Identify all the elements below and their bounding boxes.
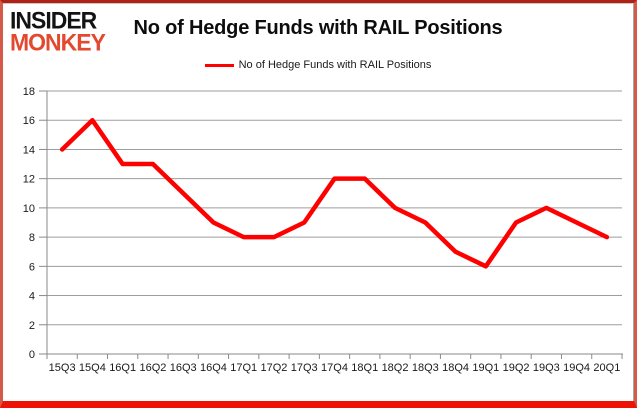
x-tick-label: 18Q1 <box>351 362 378 374</box>
y-tick-label: 6 <box>29 261 35 273</box>
y-tick-label: 4 <box>29 291 35 303</box>
x-tick-label: 16Q4 <box>200 362 227 374</box>
chart-title: No of Hedge Funds with RAIL Positions <box>133 17 503 39</box>
y-tick-label: 10 <box>23 203 35 215</box>
y-tick-label: 0 <box>29 349 35 361</box>
x-tick-label: 16Q3 <box>170 362 197 374</box>
x-tick-label: 17Q1 <box>230 362 257 374</box>
x-tick-label: 19Q1 <box>472 362 499 374</box>
legend-line-swatch <box>204 63 234 67</box>
x-tick-label: 17Q2 <box>261 362 288 374</box>
y-tick-label: 18 <box>23 86 35 98</box>
y-tick-label: 8 <box>29 232 35 244</box>
logo-line-monkey: MONKEY <box>10 28 106 56</box>
x-tick-label: 18Q4 <box>442 362 469 374</box>
chart-legend: No of Hedge Funds with RAIL Positions <box>3 59 633 71</box>
x-tick-label: 20Q1 <box>593 362 620 374</box>
legend-label: No of Hedge Funds with RAIL Positions <box>238 59 432 71</box>
x-tick-label: 19Q2 <box>503 362 530 374</box>
insider-monkey-logo: INSIDER MONKEY <box>10 6 106 56</box>
x-tick-label: 16Q1 <box>109 362 136 374</box>
x-tick-label: 17Q4 <box>321 362 348 374</box>
x-tick-label: 17Q3 <box>291 362 318 374</box>
x-tick-label: 19Q4 <box>563 362 590 374</box>
y-tick-label: 16 <box>23 115 35 127</box>
y-tick-label: 12 <box>23 174 35 186</box>
x-tick-label: 18Q3 <box>412 362 439 374</box>
series-line <box>59 117 610 269</box>
x-tick-label: 15Q3 <box>49 362 76 374</box>
chart-surface: INSIDER MONKEY No of Hedge Funds with RA… <box>3 3 634 401</box>
logo-line-insider: INSIDER <box>10 6 97 34</box>
x-tick-label: 18Q2 <box>382 362 409 374</box>
y-tick-label: 14 <box>23 144 35 156</box>
x-tick-label: 15Q4 <box>79 362 106 374</box>
y-tick-label: 2 <box>29 320 35 332</box>
x-tick-label: 16Q2 <box>139 362 166 374</box>
x-tick-label: 19Q3 <box>533 362 560 374</box>
